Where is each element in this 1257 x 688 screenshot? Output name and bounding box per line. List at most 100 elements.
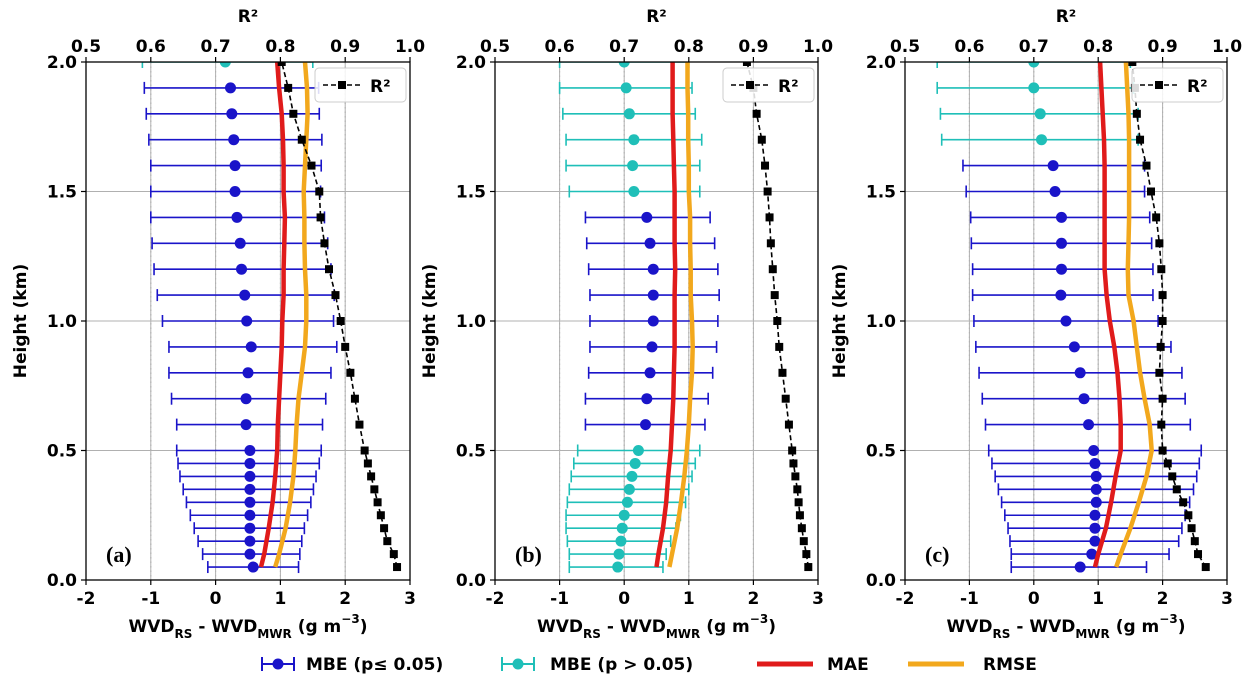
top-tick-label: 1.0 bbox=[395, 37, 425, 57]
r2-legend-marker bbox=[338, 81, 346, 89]
chart-panel-2: -2 -1 0 1 2 3 0.5 0.6 0.7 0.8 0.9 1.0 0.0 0.5 1.0 1.5 2.… bbox=[420, 7, 833, 641]
mbe-errorbar bbox=[168, 366, 332, 379]
r2-marker bbox=[1157, 265, 1166, 274]
mbe-point bbox=[1088, 445, 1100, 456]
r2-marker bbox=[1194, 550, 1203, 559]
panel-label: (c) bbox=[925, 542, 949, 567]
r2-marker bbox=[1158, 394, 1167, 403]
r2-marker bbox=[757, 135, 766, 144]
y-axis-label: Height (km) bbox=[830, 264, 850, 378]
mbe-point bbox=[225, 82, 237, 94]
mbe-point bbox=[623, 483, 635, 495]
r2-marker bbox=[802, 550, 811, 559]
mbe-point bbox=[644, 237, 656, 249]
legend-item-mbe-sig: MBE (p≤ 0.05) bbox=[261, 655, 443, 675]
r2-marker bbox=[341, 342, 350, 351]
mbe-point bbox=[1089, 522, 1101, 534]
mbe-errorbar bbox=[971, 263, 1154, 276]
mae-line bbox=[1092, 62, 1123, 568]
mbe-errorbar bbox=[975, 340, 1172, 353]
r2-marker bbox=[784, 420, 793, 429]
mbe-errorbar bbox=[969, 211, 1151, 224]
r2-marker bbox=[360, 446, 369, 455]
r2-marker bbox=[799, 537, 808, 546]
mbe-point bbox=[229, 160, 241, 172]
top-tick-label: 0.7 bbox=[201, 37, 231, 57]
mbe-errorbar bbox=[576, 444, 701, 457]
r2-marker bbox=[346, 368, 355, 377]
mbe-errorbar bbox=[965, 185, 1146, 198]
mbe-point bbox=[640, 419, 652, 431]
r2-marker bbox=[1156, 342, 1165, 351]
r2-marker bbox=[350, 394, 359, 403]
mbe-errorbar bbox=[150, 159, 323, 172]
top-tick-label: 0.6 bbox=[954, 37, 984, 57]
mbe-errorbar bbox=[589, 289, 720, 302]
mbe-point bbox=[247, 561, 259, 573]
r2-marker bbox=[1152, 213, 1161, 222]
mbe-errorbar bbox=[568, 483, 690, 496]
r2-legend-box bbox=[722, 67, 815, 103]
r2-legend: R² bbox=[722, 67, 815, 103]
x-axis-label: WVDRS - WVDMWR (g m−3) bbox=[129, 612, 368, 641]
r2-marker bbox=[367, 472, 376, 481]
r2-marker bbox=[788, 446, 797, 455]
x-tick-label: 3 bbox=[812, 589, 824, 609]
y-tick-label: 1.5 bbox=[47, 183, 77, 203]
r2-marker bbox=[1155, 368, 1164, 377]
top-tick-label: 0.8 bbox=[265, 37, 295, 57]
x-tick-label: 0 bbox=[1028, 589, 1040, 609]
mbe-point bbox=[234, 237, 246, 249]
legend-item-mbe-nonsig: MBE (p > 0.05) bbox=[501, 655, 693, 675]
mbe-errorbar bbox=[584, 392, 709, 405]
r2-legend-box bbox=[1131, 67, 1224, 103]
mbe-errorbar bbox=[150, 185, 322, 198]
mbe-point bbox=[1089, 509, 1101, 521]
r2-marker bbox=[1172, 485, 1181, 494]
top-tick-label: 0.7 bbox=[609, 37, 639, 57]
r2-marker bbox=[775, 342, 784, 351]
mbe-point bbox=[236, 263, 248, 275]
rmse-line bbox=[273, 62, 310, 568]
r2-legend-marker bbox=[746, 81, 754, 89]
legend-item-mae: MAE bbox=[757, 655, 869, 675]
mbe-point bbox=[1083, 419, 1095, 431]
top-tick-label: 0.5 bbox=[890, 37, 920, 57]
r2-marker bbox=[316, 213, 325, 222]
mbe-errorbar bbox=[148, 133, 323, 146]
r2-legend: R² bbox=[1131, 67, 1224, 103]
y-tick-label: 1.0 bbox=[866, 312, 896, 332]
mbe-point bbox=[1034, 108, 1046, 120]
r2-marker bbox=[331, 291, 340, 300]
mbe-errorbar bbox=[1010, 548, 1170, 561]
x-tick-label: -2 bbox=[486, 589, 505, 609]
r2-marker bbox=[797, 524, 806, 533]
mbe-errorbar bbox=[1004, 509, 1186, 522]
mbe-errorbar bbox=[207, 561, 300, 574]
mbe-point bbox=[626, 470, 638, 482]
x-tick-label: -1 bbox=[141, 589, 160, 609]
mbe-point bbox=[1090, 483, 1102, 495]
mbe-errorbar bbox=[936, 81, 1135, 94]
mbe-point bbox=[647, 289, 659, 301]
y-tick-label: 1.5 bbox=[866, 183, 896, 203]
r2-marker bbox=[1187, 524, 1196, 533]
x-tick-label: 3 bbox=[1221, 589, 1233, 609]
r2-marker bbox=[1158, 291, 1167, 300]
r2-marker bbox=[277, 62, 286, 66]
mae-line bbox=[258, 62, 288, 568]
r2-marker bbox=[289, 109, 298, 118]
mbe-errorbar bbox=[1000, 496, 1191, 509]
r2-marker bbox=[389, 550, 398, 559]
mbe-point bbox=[245, 341, 257, 353]
mbe-errorbar bbox=[584, 418, 706, 431]
r2-marker bbox=[383, 537, 392, 546]
mbe-point bbox=[1078, 393, 1090, 405]
top-tick-label: 0.8 bbox=[674, 37, 704, 57]
r2-marker bbox=[763, 187, 772, 196]
mbe-errorbar bbox=[971, 289, 1154, 302]
top-tick-label: 1.0 bbox=[803, 37, 833, 57]
r2-legend-box bbox=[314, 67, 407, 103]
mbe-point bbox=[1074, 561, 1086, 573]
mbe-point bbox=[1074, 367, 1086, 379]
